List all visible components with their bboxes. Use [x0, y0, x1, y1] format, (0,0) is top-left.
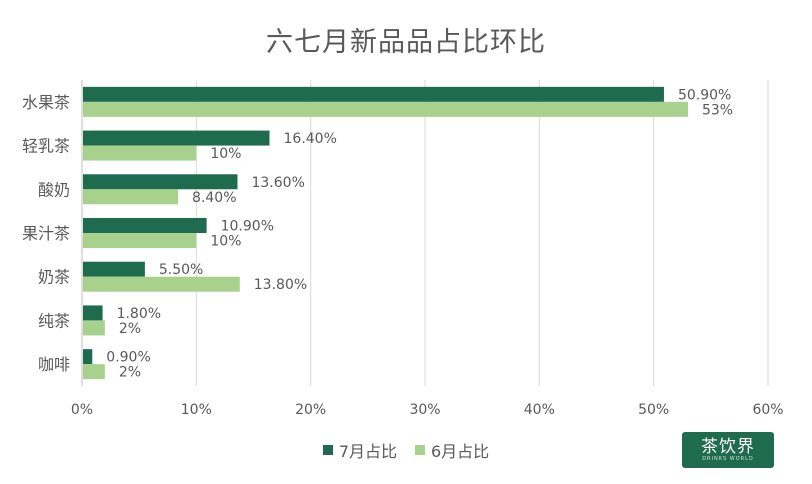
category-label: 纯茶 — [38, 311, 70, 330]
legend-swatch-july — [322, 445, 333, 455]
bar-june — [83, 276, 240, 292]
bars — [83, 86, 688, 380]
data-labels: 50.90%53%16.40%10%13.60%8.40%10.90%10%5.… — [106, 87, 733, 380]
bar-july — [83, 174, 238, 190]
data-label-june: 2% — [119, 365, 141, 381]
data-label-july: 50.90% — [678, 87, 731, 103]
x-tick-label: 40% — [524, 402, 555, 418]
data-label-june: 53% — [702, 102, 733, 118]
data-label-june: 10% — [210, 234, 241, 250]
category-label: 酸奶 — [38, 180, 70, 199]
bar-june — [83, 101, 688, 117]
bar-july — [83, 261, 145, 277]
category-label: 果汁茶 — [22, 224, 70, 243]
bar-june — [83, 145, 197, 161]
bar-june — [83, 320, 105, 336]
x-tick-label: 60% — [752, 402, 783, 418]
data-label-july: 16.40% — [284, 131, 337, 147]
legend-label-july: 7月占比 — [338, 442, 397, 461]
bar-june — [83, 233, 197, 248]
category-label: 轻乳茶 — [22, 137, 70, 156]
x-tick-label: 10% — [181, 402, 212, 418]
brand-logo-subtext: DRINKS WORLD — [702, 456, 754, 462]
bar-july — [83, 305, 103, 321]
bar-june — [83, 364, 105, 380]
x-tick-label: 0% — [71, 402, 93, 418]
bar-july — [83, 218, 207, 233]
data-label-june: 10% — [210, 146, 241, 162]
data-label-june: 2% — [119, 321, 141, 337]
legend-item-june: 6月占比 — [415, 438, 489, 462]
x-tick-label: 20% — [295, 402, 326, 418]
x-tick-label: 50% — [638, 402, 669, 418]
data-label-july: 10.90% — [221, 219, 274, 235]
x-tick-label: 30% — [409, 402, 440, 418]
legend-swatch-june — [415, 445, 425, 455]
chart-title: 六七月新品品占比环比 — [266, 27, 546, 58]
brand-logo-text: 茶饮界 — [701, 437, 755, 457]
category-label: 水果茶 — [22, 93, 70, 112]
category-label: 奶茶 — [38, 268, 70, 287]
data-label-july: 13.60% — [251, 175, 304, 191]
brand-logo: 茶饮界 DRINKS WORLD — [682, 432, 774, 468]
bar-july — [83, 86, 664, 102]
category-label: 咖啡 — [38, 355, 70, 374]
data-label-june: 13.80% — [254, 277, 307, 293]
data-label-june: 8.40% — [192, 190, 236, 206]
data-label-july: 0.90% — [106, 350, 150, 366]
legend-label-june: 6月占比 — [431, 442, 490, 461]
legend-item-july: 7月占比 — [322, 438, 397, 462]
legend: 7月占比 6月占比 — [0, 438, 812, 462]
data-label-july: 1.80% — [117, 306, 161, 322]
grid-lines — [195, 80, 769, 386]
bar-july — [83, 130, 270, 146]
bar-july — [83, 349, 93, 365]
data-label-july: 5.50% — [159, 262, 203, 278]
bar-june — [83, 189, 179, 205]
